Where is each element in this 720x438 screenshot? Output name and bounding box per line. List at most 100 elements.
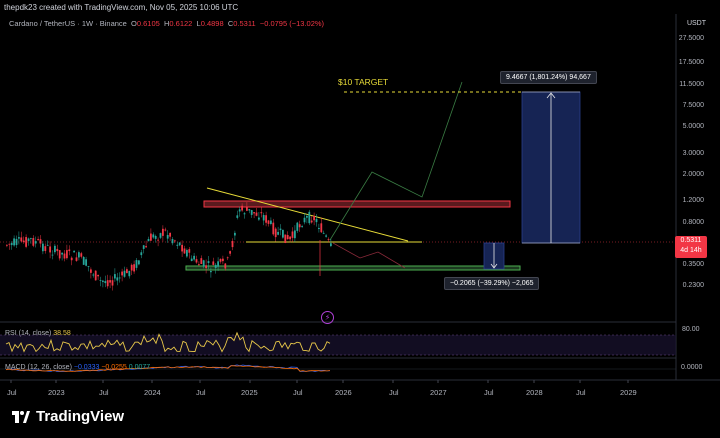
candle: [54, 245, 56, 253]
time-tick: 2027: [430, 388, 447, 397]
candle: [325, 235, 327, 237]
candle: [214, 264, 217, 268]
time-tick: Jul: [576, 388, 586, 397]
candle: [97, 274, 99, 277]
candle: [183, 248, 186, 254]
time-tick: 2025: [241, 388, 258, 397]
price-tick: 2.0000: [682, 171, 704, 178]
candle: [154, 235, 157, 239]
macd-signal-line[interactable]: [5, 365, 331, 372]
candle: [6, 244, 8, 246]
target-label[interactable]: $10 TARGET: [338, 77, 389, 87]
tradingview-logo[interactable]: TradingView: [12, 408, 124, 425]
candle: [133, 264, 135, 272]
candlestick-series[interactable]: [6, 202, 332, 291]
rsi-band: [0, 335, 676, 355]
candle: [315, 218, 318, 223]
candle: [135, 260, 138, 268]
candle: [188, 249, 191, 253]
candle: [106, 280, 109, 287]
candle: [121, 271, 123, 276]
projected-path-down[interactable]: [332, 242, 406, 269]
candle: [30, 238, 32, 240]
candle: [25, 237, 27, 247]
candle: [301, 226, 303, 228]
candle: [231, 241, 234, 248]
candle: [152, 234, 155, 238]
rsi-value: 38.58: [53, 330, 71, 337]
candle: [111, 280, 114, 286]
candle: [78, 252, 80, 258]
candle: [318, 227, 320, 230]
candle: [145, 246, 147, 248]
current-price-value: 0.5311: [680, 237, 702, 244]
short-position-label[interactable]: −0.2065 (−39.29%) −2,065: [444, 277, 540, 290]
candle: [27, 238, 30, 242]
macd-signal-value: −0.0255: [101, 364, 127, 371]
candle: [82, 256, 85, 265]
candle: [272, 222, 275, 235]
candle: [291, 231, 294, 238]
candle: [8, 243, 11, 245]
candle: [330, 243, 332, 247]
close-value: 0.5311: [233, 19, 256, 28]
candle: [178, 242, 181, 246]
candle: [243, 213, 246, 215]
support-zone[interactable]: [185, 265, 521, 271]
symbol-info[interactable]: Cardano / TetherUS · 1W · Binance O0.610…: [9, 19, 324, 28]
high-value: 0.6122: [169, 19, 193, 28]
candle: [176, 244, 179, 246]
candle: [253, 212, 255, 214]
time-tick: 2026: [335, 388, 352, 397]
candle: [58, 250, 61, 259]
rsi-line[interactable]: [5, 331, 331, 353]
candle: [162, 228, 164, 236]
candle: [15, 238, 18, 246]
triangle-upper-line[interactable]: [206, 187, 409, 242]
time-tick: 2024: [144, 388, 161, 397]
candle: [327, 238, 330, 240]
candle: [138, 260, 140, 265]
candle: [274, 228, 277, 238]
price-tick: 5.0000: [682, 123, 704, 130]
candle: [193, 255, 195, 260]
candle: [229, 251, 231, 254]
candle: [294, 230, 296, 239]
time-tick: Jul: [196, 388, 206, 397]
current-price-badge: 0.5311 4d 14h: [675, 236, 707, 258]
candle: [157, 239, 159, 241]
symbol-name[interactable]: Cardano / TetherUS · 1W · Binance: [9, 19, 127, 28]
change-value: −0.0795 (−13.02%): [259, 19, 325, 28]
candle: [80, 253, 83, 257]
time-tick: Jul: [484, 388, 494, 397]
candle: [205, 265, 207, 269]
candle: [200, 258, 203, 265]
time-tick: 2029: [620, 388, 637, 397]
candle: [42, 243, 44, 252]
candle: [277, 231, 279, 235]
price-tick: 0.8000: [682, 219, 704, 226]
candle: [286, 235, 289, 240]
candle: [22, 240, 25, 243]
rsi-legend[interactable]: RSI (14, close) 38.58: [5, 330, 71, 337]
candle: [90, 269, 92, 273]
open-value: 0.6105: [136, 19, 160, 28]
candle: [322, 232, 325, 234]
candle: [13, 238, 15, 246]
candle: [169, 232, 171, 237]
candle: [222, 258, 224, 262]
low-label: L: [196, 19, 201, 28]
candle: [246, 206, 248, 211]
candle: [320, 223, 323, 233]
projected-path-up[interactable]: [329, 81, 463, 241]
tradingview-logo-icon: [12, 410, 30, 423]
candle: [159, 233, 162, 238]
candle: [46, 244, 49, 246]
long-position-label[interactable]: 9.4667 (1,801.24%) 94,667: [500, 71, 597, 84]
candle: [73, 250, 75, 253]
resistance-zone[interactable]: [203, 200, 511, 208]
lightning-icon[interactable]: ⚡: [321, 311, 334, 324]
macd-legend[interactable]: MACD (12, 26, close) −0.0333 −0.0255 0.0…: [5, 364, 150, 371]
candle: [63, 253, 66, 259]
